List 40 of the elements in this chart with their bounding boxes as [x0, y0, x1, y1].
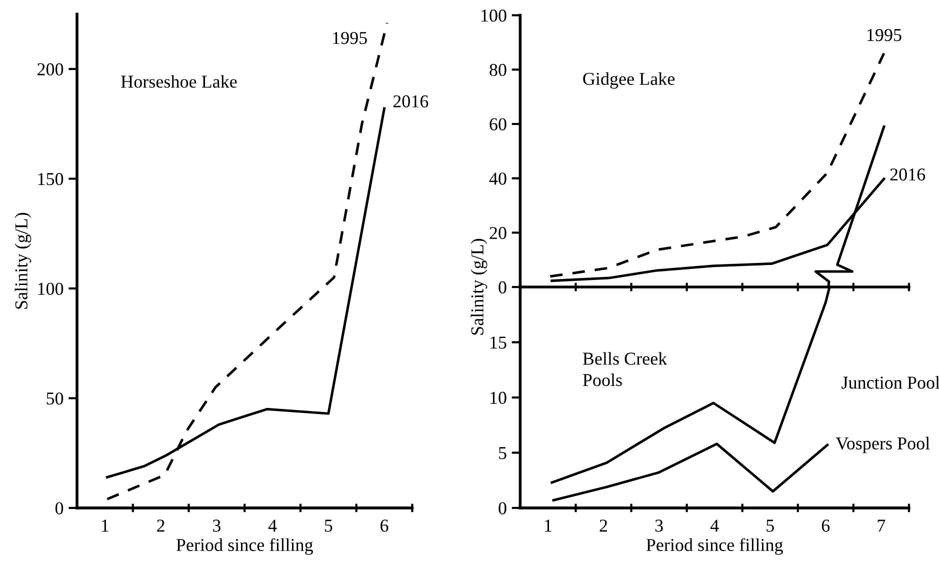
- text: Gidgee Lake: [583, 72, 675, 89]
- y-tick-label: 40: [489, 172, 506, 185]
- x-tick-label: 3: [655, 520, 663, 532]
- series-label: Vospers Pool: [836, 436, 930, 454]
- y-tick-label: 80: [490, 64, 506, 76]
- y-tick-label: 0: [55, 502, 64, 514]
- text: Bells Creek Pools: [582, 352, 668, 386]
- series-label: 2016: [393, 95, 428, 108]
- x-tick-label: 7: [878, 520, 886, 532]
- x-tick-label: 5: [324, 520, 332, 532]
- y-tick-label: 150: [38, 172, 64, 186]
- x-axis-title: Period since filling: [176, 538, 313, 555]
- text: Horseshoe Lake: [121, 75, 237, 88]
- y-tick-label: 50: [46, 392, 64, 405]
- y-tick-label: 10: [490, 392, 506, 404]
- y-axis-title: Salinity (g/L): [470, 238, 488, 335]
- x-tick-label: 6: [822, 520, 830, 532]
- x-tick-label: 6: [380, 520, 388, 532]
- y-tick-label: 60: [490, 118, 506, 130]
- y-axis-title: Salinity (g/L): [14, 212, 32, 309]
- y-tick-label: 0: [498, 281, 506, 294]
- y-tick-label: 20: [490, 226, 506, 240]
- y-tick-label: 15: [490, 336, 506, 349]
- x-tick-label: 3: [213, 520, 220, 532]
- y-tick-label: 0: [498, 502, 506, 514]
- x-axis-title: Period since filling: [646, 538, 783, 555]
- y-tick-label: 200: [38, 63, 64, 76]
- x-tick-label: 2: [600, 520, 608, 532]
- y-tick-label: 100: [482, 10, 506, 22]
- x-tick-label: 1: [102, 520, 108, 532]
- y-tick-label: 5: [499, 447, 506, 460]
- y-tick-label: 100: [38, 282, 64, 295]
- x-tick-label: 5: [766, 520, 774, 532]
- x-tick-label: 1: [545, 520, 552, 532]
- series-label: 1995: [867, 29, 902, 42]
- x-tick-label: 4: [268, 520, 277, 532]
- series-label: 2016: [890, 168, 926, 181]
- series-label: 1995: [333, 32, 367, 44]
- x-tick-label: 2: [157, 520, 164, 532]
- x-tick-label: 4: [710, 520, 719, 532]
